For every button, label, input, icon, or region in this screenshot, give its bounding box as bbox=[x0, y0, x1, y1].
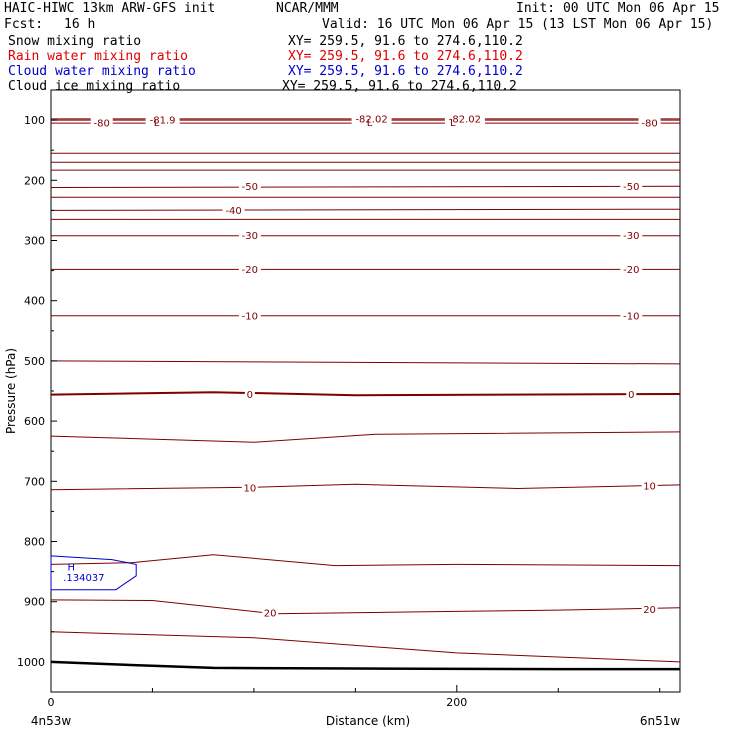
contour-label: -82.02 bbox=[355, 114, 387, 125]
contour-label: 10 bbox=[643, 482, 656, 493]
contour-label: -80 bbox=[641, 119, 657, 130]
contour-label-bg bbox=[444, 112, 485, 125]
x-tick-label: 200 bbox=[446, 696, 467, 709]
contour-label: -10 bbox=[623, 311, 639, 322]
temperature-contour-line bbox=[50, 185, 681, 188]
contour-label-bg bbox=[241, 481, 258, 494]
contour-label-bg bbox=[222, 204, 245, 217]
contour-label: -40 bbox=[225, 206, 241, 217]
contour-label-bg bbox=[145, 114, 180, 127]
terrain-line-group bbox=[50, 660, 680, 671]
contour-label-bg bbox=[238, 309, 261, 322]
contour-label: -10 bbox=[242, 311, 258, 322]
contour-label-bg bbox=[620, 229, 643, 242]
org-label: NCAR/MMM bbox=[276, 1, 339, 16]
x-axis-title: Distance (km) bbox=[326, 714, 410, 728]
contour-label: 10 bbox=[243, 483, 256, 494]
field-xy-cloud-water: XY= 259.5, 91.6 to 274.6,110.2 bbox=[288, 64, 523, 79]
temperature-contour-line bbox=[50, 208, 681, 211]
left-endpoint-label: 4n53w bbox=[31, 714, 72, 728]
y-tick-label: 100 bbox=[24, 114, 45, 127]
contour-label-bg bbox=[638, 117, 661, 130]
field-name-snow: Snow mixing ratio bbox=[8, 34, 142, 49]
cloud-water-contour bbox=[50, 555, 137, 591]
field-name-rain: Rain water mixing ratio bbox=[8, 49, 189, 64]
temperature-contour-line bbox=[50, 631, 681, 663]
contour-label-bg bbox=[641, 603, 658, 616]
field-xy-snow: XY= 259.5, 91.6 to 274.6,110.2 bbox=[288, 34, 523, 49]
contour-label: 20 bbox=[264, 609, 277, 620]
field-name-cloud-water: Cloud water mixing ratio bbox=[8, 64, 196, 79]
temperature-contour-line bbox=[50, 431, 681, 443]
y-tick-label: 1000 bbox=[17, 656, 45, 669]
y-tick-label: 400 bbox=[24, 295, 45, 308]
contour-label: 0 bbox=[247, 390, 253, 401]
valid-time: Valid: 16 UTC Mon 06 Apr 15 (13 LST Mon … bbox=[322, 17, 714, 32]
temperature-contour-line bbox=[50, 391, 681, 397]
contour-label: -20 bbox=[623, 265, 639, 276]
y-tick-label: 700 bbox=[24, 475, 45, 488]
contour-label-bg bbox=[620, 263, 643, 276]
init-time: Init: 00 UTC Mon 06 Apr 15 bbox=[516, 1, 720, 16]
contour-label-bg bbox=[626, 388, 637, 401]
contour-label-bg bbox=[641, 480, 658, 493]
right-endpoint-label: 6n51w bbox=[640, 714, 681, 728]
contour-label-bg bbox=[238, 180, 261, 193]
contour-label-bg bbox=[238, 229, 261, 242]
fcst-value: 16 h bbox=[64, 17, 96, 32]
y-tick-label: 300 bbox=[24, 235, 45, 248]
terrain-line bbox=[50, 660, 680, 671]
y-tick-label: 200 bbox=[24, 174, 45, 187]
contour-label-bg bbox=[244, 388, 255, 401]
y-tick-label: 600 bbox=[24, 415, 45, 428]
contour-label: -80 bbox=[94, 119, 110, 130]
contour-label-bg bbox=[620, 180, 643, 193]
y-tick-label: 800 bbox=[24, 536, 45, 549]
field-xy-rain: XY= 259.5, 91.6 to 274.6,110.2 bbox=[288, 49, 523, 64]
contour-label: -50 bbox=[242, 182, 258, 193]
low-marker: L bbox=[154, 118, 160, 129]
contour-labels: -80 -80 -81.9 -82.02 -82.02 -50 -50 -40 -30 -30 -2… bbox=[90, 112, 661, 620]
fcst-label: Fcst: bbox=[4, 17, 44, 32]
contour-label: -82.02 bbox=[449, 114, 481, 125]
contour-label-bg bbox=[262, 607, 279, 620]
contour-label: -20 bbox=[242, 265, 258, 276]
y-tick-label: 900 bbox=[24, 596, 45, 609]
contour-label: -81.9 bbox=[150, 116, 176, 127]
low-marker: L bbox=[450, 118, 456, 129]
temperature-contours bbox=[50, 118, 681, 663]
y-axis-title: Pressure (hPa) bbox=[4, 348, 18, 434]
contour-label: 0 bbox=[628, 390, 634, 401]
low-marker: L bbox=[367, 118, 373, 129]
temperature-contour-line bbox=[50, 360, 681, 365]
x-tick-label: 0 bbox=[48, 696, 55, 709]
contour-label: -50 bbox=[623, 182, 639, 193]
temperature-contour-line bbox=[50, 599, 681, 615]
y-tick-label: 500 bbox=[24, 355, 45, 368]
contour-label-bg bbox=[238, 263, 261, 276]
cloud-water-max-value: .134037 bbox=[63, 573, 104, 584]
model-title: HAIC-HIWC 13km ARW-GFS init bbox=[4, 1, 216, 16]
contour-label-bg bbox=[620, 309, 643, 322]
temperature-contour-line bbox=[50, 483, 681, 491]
temperature-contour-line bbox=[50, 554, 681, 567]
cloud-water-max-marker: H bbox=[68, 562, 76, 573]
contour-label-bg bbox=[351, 112, 392, 125]
plot-frame bbox=[50, 89, 681, 693]
contour-label: -30 bbox=[242, 231, 258, 242]
contour-label: -30 bbox=[623, 231, 639, 242]
contour-label: 20 bbox=[643, 605, 656, 616]
cloud-water-contours: H.134037 bbox=[50, 555, 137, 591]
contour-label-bg bbox=[90, 117, 113, 130]
